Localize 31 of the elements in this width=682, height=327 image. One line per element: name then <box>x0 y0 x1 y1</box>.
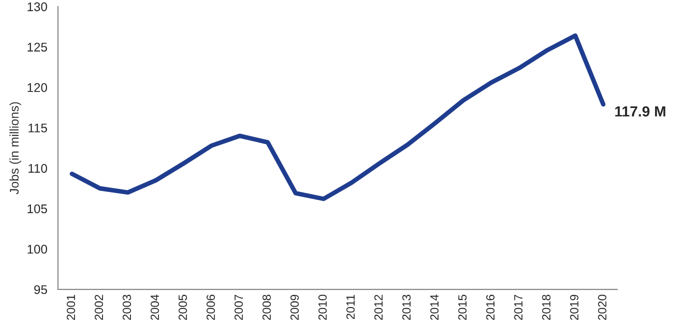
y-tick-label: 95 <box>34 285 48 294</box>
x-tick-label: 2015 <box>458 294 467 320</box>
x-tick-label: 2001 <box>66 294 76 320</box>
x-tick-label: 2012 <box>374 294 383 320</box>
y-tick-label: 120 <box>28 83 48 92</box>
y-tick-label: 110 <box>28 164 48 173</box>
x-tick-label: 2011 <box>346 294 355 320</box>
x-tick-label: 2004 <box>150 294 160 320</box>
x-tick-label: 2014 <box>430 294 439 320</box>
x-tick-label: 2009 <box>290 294 299 320</box>
line-series <box>70 33 606 202</box>
y-tick-label: 115 <box>28 124 48 132</box>
x-tick-label: 2010 <box>318 294 327 320</box>
x-tick-label: 2013 <box>402 294 411 320</box>
y-tick-label: 130 <box>28 2 48 12</box>
x-tick-label: 2005 <box>178 294 187 320</box>
y-tick-label: 105 <box>28 204 48 214</box>
y-tick-label: 100 <box>28 244 48 254</box>
x-tick-label: 2008 <box>262 294 271 320</box>
x-tick-label: 2019 <box>570 294 578 320</box>
x-tick-label: 2018 <box>542 294 550 320</box>
x-tick-label: 2017 <box>514 294 523 320</box>
x-tick-label: 2003 <box>122 294 132 320</box>
x-tick-label: 2016 <box>486 294 495 320</box>
text: 117.9 M <box>615 106 666 117</box>
y-tick-label: 125 <box>28 42 48 52</box>
x-tick-label: 2020 <box>598 294 606 320</box>
x-tick-label: 2007 <box>234 294 243 320</box>
x-tick-label: 2002 <box>94 294 104 320</box>
y-axis-title: Jobs (in millions) <box>9 102 22 194</box>
x-tick-label: 2006 <box>206 294 215 320</box>
